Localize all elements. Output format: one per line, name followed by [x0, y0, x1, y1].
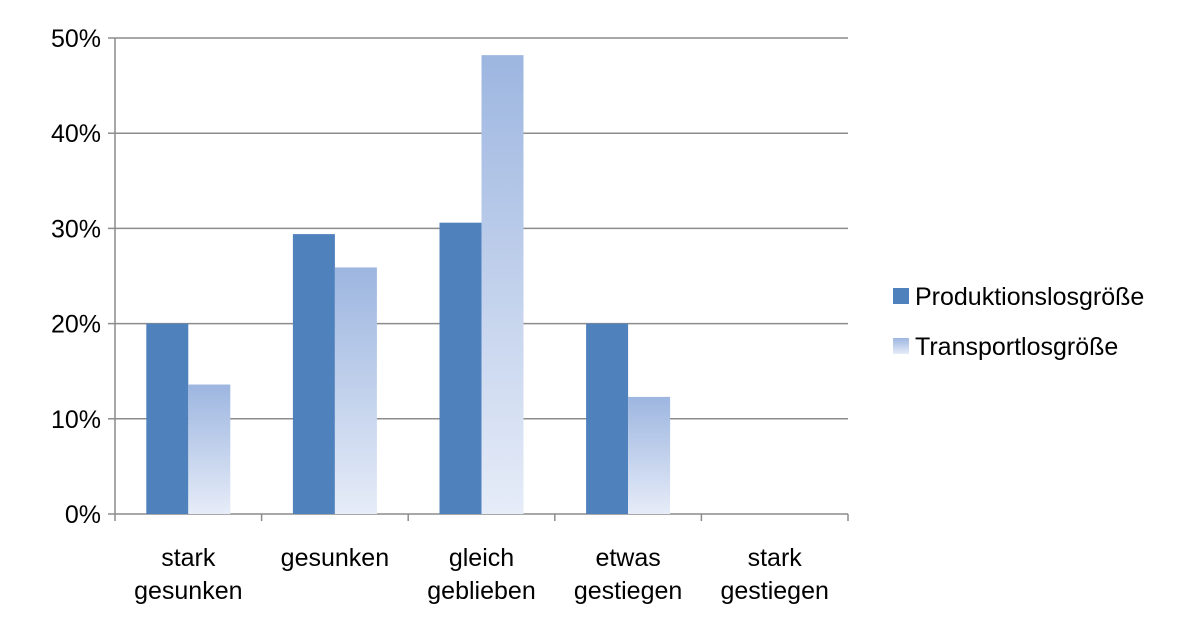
bar-produktion-0: [146, 323, 189, 514]
bar-transport-2: [481, 55, 524, 515]
y-tick-label: 20%: [51, 311, 101, 339]
y-tick-label: 50%: [51, 25, 101, 53]
bar-transport-3: [628, 396, 671, 514]
y-tick-label: 0%: [65, 501, 101, 529]
legend: Produktionslosgröße Transportlosgröße: [893, 283, 1144, 361]
x-category-label: stark gestiegen: [720, 544, 828, 605]
x-category-label: gleich geblieben: [427, 544, 535, 605]
legend-label: Transportlosgröße: [915, 333, 1118, 361]
bar-transport-1: [334, 267, 377, 514]
bar-transport-0: [188, 384, 231, 514]
bar-produktion-2: [439, 222, 482, 515]
x-category-label: stark gesunken: [134, 544, 242, 605]
axis-labels: 0% 10% 20% 30% 40% 50% stark gesunken gesunken gl…: [51, 25, 829, 605]
y-tick-label: 40%: [51, 120, 101, 148]
legend-label: Produktionslosgröße: [915, 283, 1144, 311]
legend-swatch: [893, 338, 909, 354]
x-category-label: gesunken: [281, 544, 389, 572]
x-category-label: etwas gestiegen: [574, 544, 682, 605]
legend-swatch: [893, 288, 909, 304]
y-tick-label: 10%: [51, 406, 101, 434]
y-tick-label: 30%: [51, 215, 101, 243]
bars: [146, 55, 671, 515]
bar-produktion-1: [292, 234, 335, 514]
bar-produktion-3: [586, 323, 629, 514]
